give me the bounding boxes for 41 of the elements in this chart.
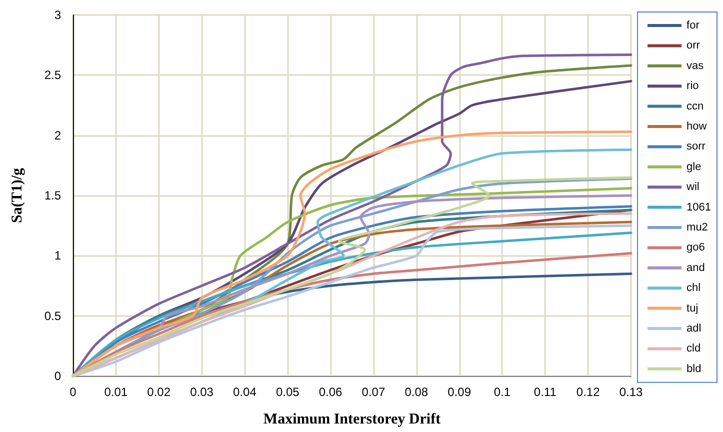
y-tick-label: 1.5: [44, 188, 62, 202]
y-tick-label: 0: [54, 369, 62, 383]
legend-label: adl: [686, 322, 702, 334]
y-tick-label: 2: [54, 128, 62, 142]
y-tick-label: 0.5: [44, 308, 62, 323]
x-tick-label: 0.04: [233, 385, 257, 399]
x-tick-label: 0.07: [362, 385, 386, 399]
x-tick-label: 0: [70, 385, 77, 399]
legend-label: go6: [686, 242, 705, 254]
x-tick-label: 0.09: [448, 385, 472, 399]
x-tick-label: 0.11: [534, 385, 557, 399]
x-tick-label: 0.05: [276, 385, 300, 399]
legend-label: bld: [686, 362, 702, 375]
y-tick-label: 2.5: [44, 68, 62, 82]
legend-label: and: [686, 262, 705, 274]
legend-label: sorr: [686, 140, 706, 153]
x-tick-label: 0.1: [494, 385, 511, 399]
y-axis-title: Sa(T1)/g: [10, 168, 26, 224]
x-tick-label: 0.03: [190, 385, 214, 399]
legend-label: tuj: [686, 302, 698, 314]
legend-label: rio: [686, 80, 699, 92]
legend-label: for: [686, 20, 700, 32]
x-tick-label: 0.02: [147, 385, 171, 399]
legend-label: mu2: [686, 222, 708, 234]
x-tick-label: 0.12: [576, 385, 600, 399]
x-tick-label: 0.13: [619, 385, 643, 399]
legend-label: vas: [686, 60, 704, 72]
x-tick-label: 0.01: [104, 385, 128, 399]
legend-label: ccn: [686, 100, 704, 112]
x-tick-label: 0.06: [318, 385, 343, 399]
legend-label: cld: [686, 342, 701, 355]
legend-label: orr: [686, 40, 700, 52]
x-axis-title: Maximum Interstorey Drift: [263, 412, 441, 428]
legend-label: wil: [686, 181, 700, 194]
y-tick-label: 1: [54, 248, 62, 263]
legend-label: gle: [686, 160, 702, 173]
y-tick-label: 3: [54, 8, 62, 22]
legend-label: chl: [686, 282, 701, 294]
legend-label: 1061: [686, 201, 712, 214]
x-tick-label: 0.08: [404, 385, 428, 399]
legend-label: how: [686, 120, 707, 132]
